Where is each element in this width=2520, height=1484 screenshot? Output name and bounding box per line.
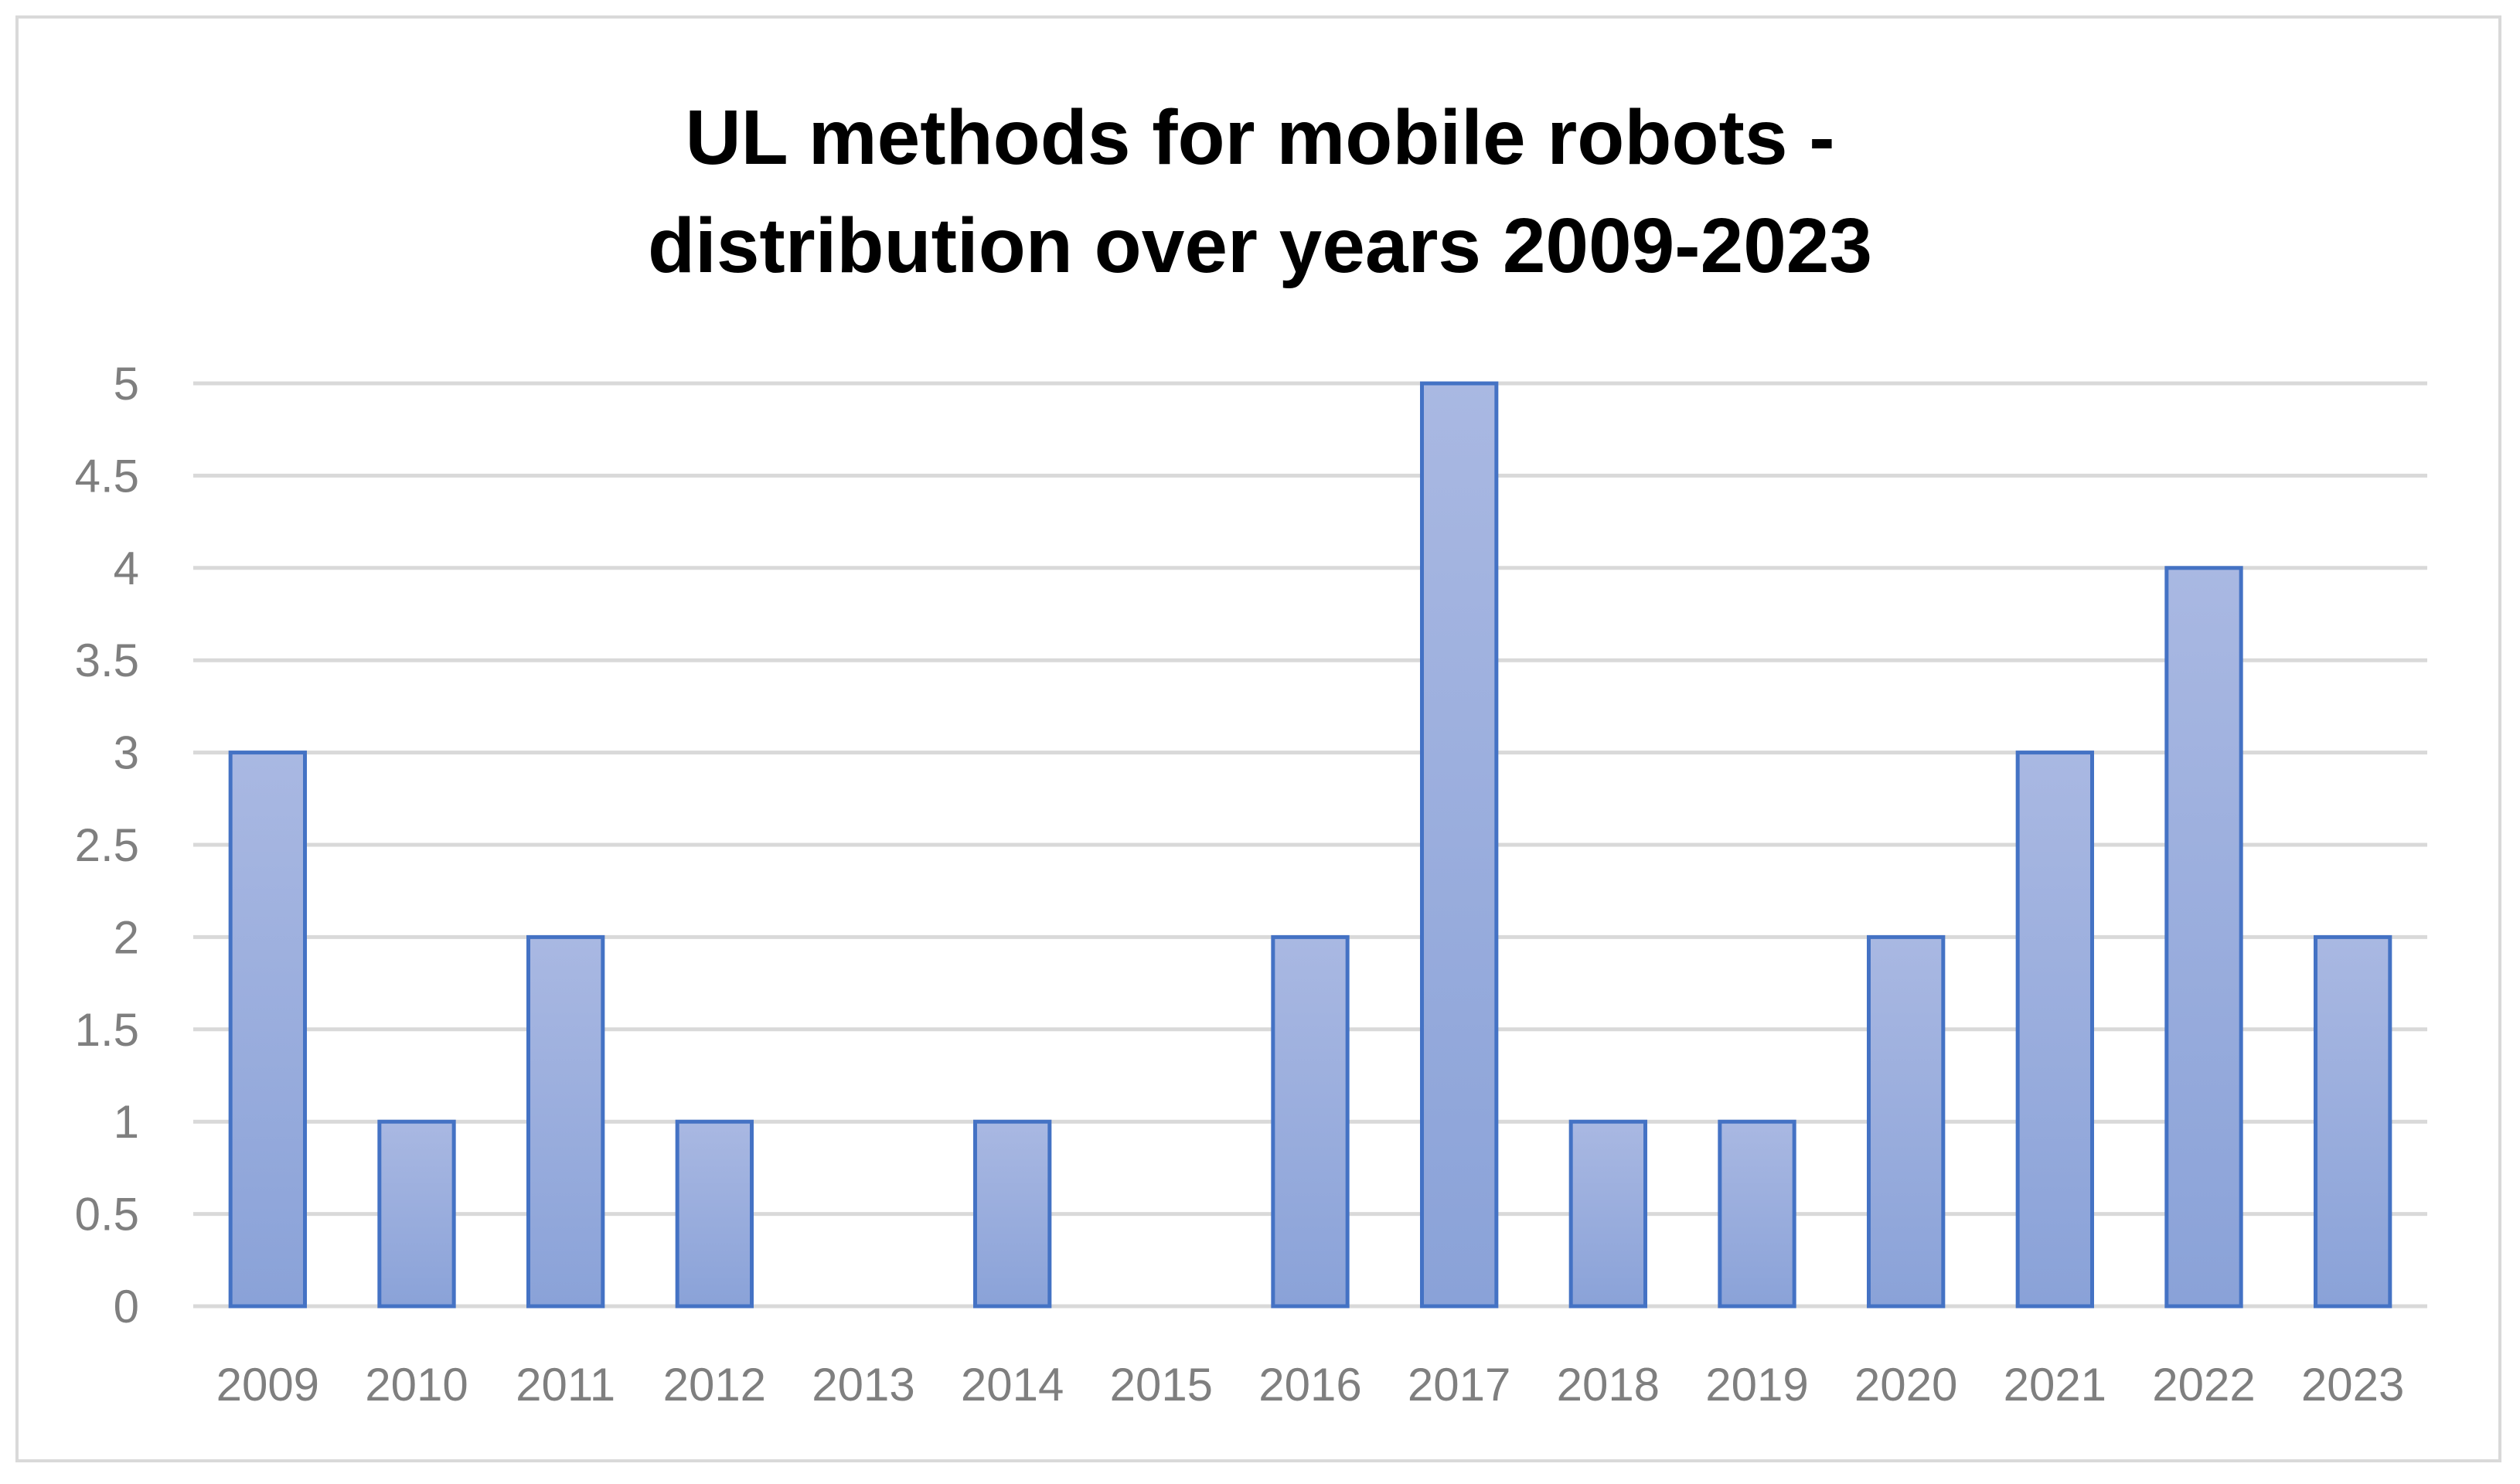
y-tick-label: 0 [114,1281,139,1333]
x-tick-label: 2020 [1854,1359,1957,1411]
x-tick-label: 2016 [1258,1359,1361,1411]
bar-2014 [973,1119,1052,1309]
bar-2011 [526,934,605,1309]
x-tick-label: 2015 [1110,1359,1213,1411]
y-tick-label: 0.5 [75,1189,139,1241]
x-tick-label: 2013 [812,1359,914,1411]
y-tick-label: 5 [114,358,139,410]
y-tick-label: 4.5 [75,450,139,502]
bar-2021 [2015,751,2095,1309]
chart-title-line-2: distribution over years 2009-2023 [648,203,1872,289]
y-tick-label: 3.5 [75,635,139,686]
x-tick-label: 2009 [216,1359,319,1411]
bar-2017 [1420,381,1499,1309]
bar-2022 [2164,566,2243,1309]
bar-2023 [2314,934,2392,1309]
bars [228,381,2392,1309]
x-tick-label: 2022 [2152,1359,2255,1411]
y-tick-label: 2 [114,911,139,963]
x-tick-label: 2010 [365,1359,468,1411]
x-axis-tick-labels: 2009 2010 2011 2012 2013 2014 2015 2016 2017 2018… [216,1359,2405,1411]
chart-title: UL methods for mobile robots - distribut… [648,94,1872,289]
bar-2018 [1568,1119,1647,1309]
x-tick-label: 2011 [516,1359,615,1411]
bar-2010 [377,1119,456,1309]
x-tick-label: 2023 [2301,1359,2404,1411]
x-tick-label: 2021 [2004,1359,2106,1411]
y-tick-label: 1 [114,1096,139,1148]
x-tick-label: 2012 [663,1359,766,1411]
y-tick-label: 3 [114,727,139,779]
x-tick-label: 2018 [1557,1359,1660,1411]
bar-2012 [675,1119,754,1309]
x-tick-label: 2017 [1408,1359,1510,1411]
y-tick-label: 2.5 [75,819,139,871]
chart-title-line-1: UL methods for mobile robots - [685,94,1834,181]
x-tick-label: 2014 [961,1359,1064,1411]
x-tick-label: 2019 [1705,1359,1808,1411]
bar-2019 [1718,1119,1796,1309]
y-tick-label: 1.5 [75,1004,139,1056]
y-tick-label: 4 [114,543,139,594]
bar-2009 [228,751,307,1309]
y-axis-tick-labels: 0 0.5 1 1.5 2 2.5 3 3.5 4 4.5 5 [75,358,139,1333]
bar-2016 [1271,934,1350,1309]
bar-2020 [1867,934,1946,1309]
